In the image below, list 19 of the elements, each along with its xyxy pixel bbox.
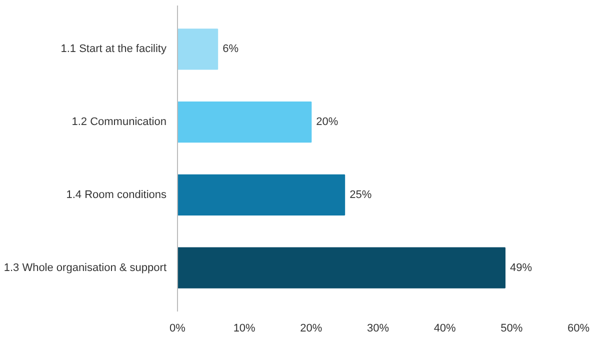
x-tick-label: 0% [170,322,186,334]
y-tick-label: 1.3 Whole organisation & support [4,262,167,274]
x-tick-label: 10% [233,322,256,334]
x-tick-label: 60% [567,322,590,334]
y-tick-label: 1.4 Room conditions [66,188,167,201]
x-tick-label: 50% [500,322,523,334]
bar [178,174,346,216]
data-label: 6% [222,43,239,56]
y-tick-label: 1.1 Start at the facility [60,43,167,56]
y-tick-label: 1.2 Communication [72,116,167,128]
data-label: 49% [510,262,532,274]
x-tick-label: 30% [366,322,390,334]
data-label: 25% [350,188,372,201]
bar [178,102,312,143]
bar [178,28,218,70]
bar [178,247,506,288]
x-tick-label: 20% [300,322,322,334]
x-tick-label: 40% [434,322,456,334]
data-label: 20% [316,116,338,128]
